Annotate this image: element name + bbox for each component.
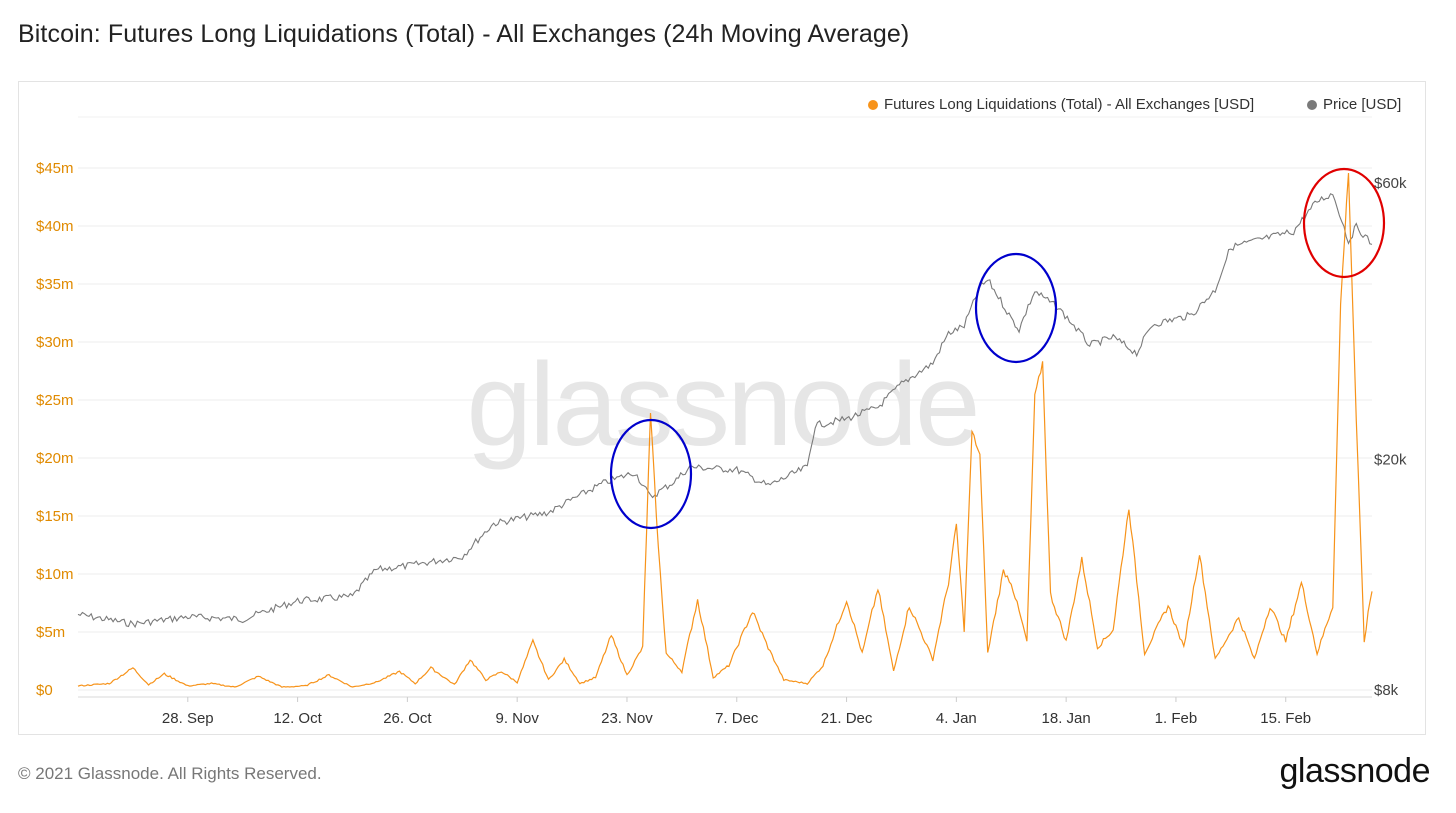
y-left-tick-label: $20m	[36, 450, 74, 467]
legend-dot-price	[1307, 99, 1317, 110]
x-tick-label: 23. Nov	[601, 710, 653, 727]
y-left-tick-label: $35m	[36, 276, 74, 293]
y-right-tick-label: $8k	[1374, 682, 1399, 699]
y-left-tick-label: $5m	[36, 624, 65, 641]
y-left-tick-label: $0	[36, 682, 53, 699]
legend-item-liquidations[interactable]: Futures Long Liquidations (Total) - All …	[868, 96, 1254, 113]
y-left-tick-label: $45m	[36, 160, 74, 177]
y-left-tick-label: $10m	[36, 566, 74, 583]
y-left-tick-label: $30m	[36, 334, 74, 351]
chart-frame	[18, 81, 1426, 735]
y-right-tick-label: $20k	[1374, 451, 1407, 468]
x-tick-label: 4. Jan	[936, 710, 977, 727]
watermark: glassnode	[467, 339, 978, 471]
x-tick-label: 18. Jan	[1042, 710, 1091, 727]
legend-dot-liquidations	[868, 99, 878, 110]
annotation-circle-blue	[974, 252, 1058, 364]
legend-label-price: Price [USD]	[1323, 96, 1402, 113]
legend-item-price[interactable]: Price [USD]	[1307, 96, 1401, 113]
annotation-circle-red	[1302, 167, 1386, 279]
chart-title: Bitcoin: Futures Long Liquidations (Tota…	[18, 20, 910, 48]
x-tick-label: 28. Sep	[162, 710, 214, 727]
x-tick-label: 26. Oct	[383, 710, 432, 727]
x-tick-label: 1. Feb	[1155, 710, 1198, 727]
y-right-tick-label: $60k	[1374, 175, 1407, 192]
series-line-liquidations	[77, 172, 1373, 688]
x-tick-label: 12. Oct	[273, 710, 322, 727]
y-left-tick-label: $40m	[36, 218, 74, 235]
x-tick-label: 15. Feb	[1260, 710, 1311, 727]
y-left-tick-label: $15m	[36, 508, 74, 525]
x-tick-label: 9. Nov	[495, 710, 539, 727]
annotation-circle-blue	[609, 418, 693, 530]
copyright-text: © 2021 Glassnode. All Rights Reserved.	[18, 764, 322, 783]
x-tick-label: 7. Dec	[715, 710, 759, 727]
legend-label-liquidations: Futures Long Liquidations (Total) - All …	[884, 96, 1255, 113]
series-line-price	[77, 193, 1373, 629]
x-tick-label: 21. Dec	[821, 710, 873, 727]
y-left-tick-label: $25m	[36, 392, 74, 409]
glassnode-logo: glassnode	[1279, 752, 1430, 790]
